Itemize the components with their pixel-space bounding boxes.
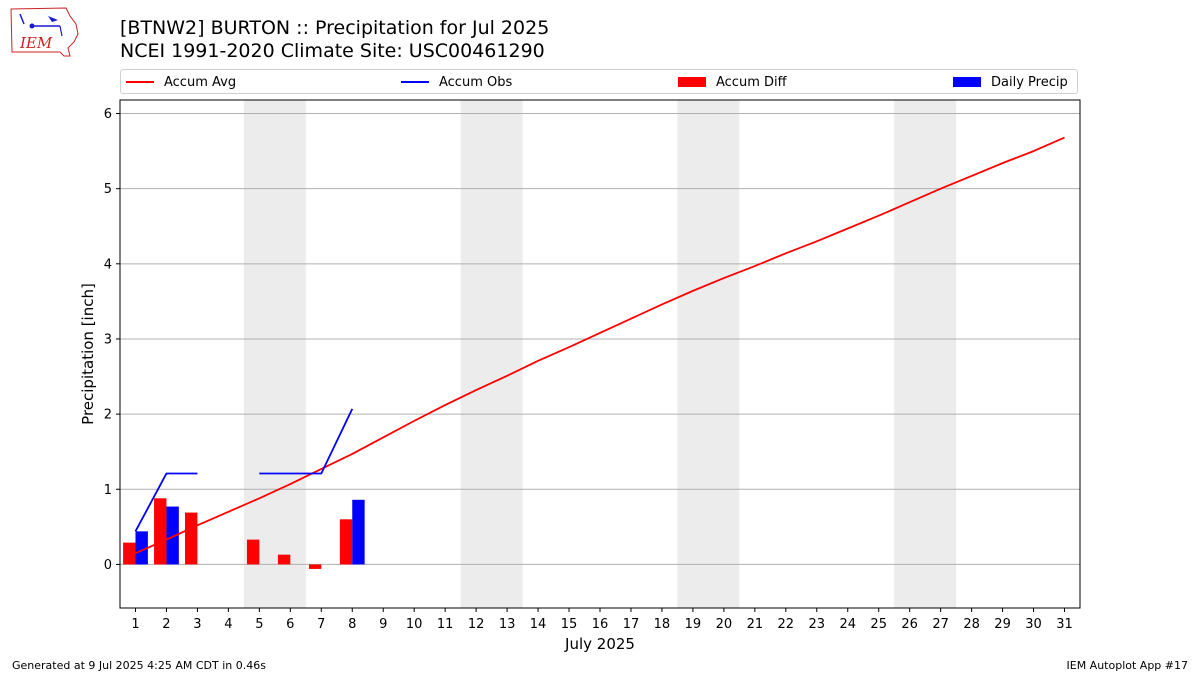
x-tick-label: 15 xyxy=(561,617,578,632)
x-tick-label: 29 xyxy=(994,617,1011,632)
accum-obs-line xyxy=(134,472,198,532)
iem-logo: IEM xyxy=(8,6,80,58)
x-tick-label: 6 xyxy=(286,617,294,632)
y-tick-label: 4 xyxy=(104,257,112,272)
x-tick-label: 9 xyxy=(379,617,387,632)
legend-label: Accum Avg xyxy=(164,74,237,90)
x-tick-label: 27 xyxy=(932,617,949,632)
x-tick-label: 20 xyxy=(716,617,733,632)
weekend-band xyxy=(243,100,306,608)
x-tick-label: 12 xyxy=(468,617,485,632)
legend-item-accum-diff: Accum Diff xyxy=(678,73,787,91)
x-tick-label: 11 xyxy=(437,617,454,632)
y-tick-label: 2 xyxy=(104,408,112,423)
x-tick-label: 30 xyxy=(1025,617,1042,632)
x-tick-label: 16 xyxy=(592,617,609,632)
logo-text: IEM xyxy=(19,34,53,52)
legend-item-accum-avg: Accum Avg xyxy=(126,73,236,91)
chart-subtitle: NCEI 1991-2020 Climate Site: USC00461290 xyxy=(120,40,545,62)
x-tick-label: 2 xyxy=(162,617,170,632)
x-tick-label: 19 xyxy=(685,617,702,632)
accum-diff-bar xyxy=(308,564,322,569)
chart-title: [BTNW2] BURTON :: Precipitation for Jul … xyxy=(120,17,550,39)
vane-icon xyxy=(19,13,25,25)
x-tick-label: 26 xyxy=(901,617,918,632)
windsock-icon xyxy=(48,16,58,22)
y-tick-label: 6 xyxy=(104,107,112,122)
legend-label: Accum Obs xyxy=(439,74,513,90)
x-tick-label: 24 xyxy=(839,617,856,632)
accum-diff-bar xyxy=(339,519,353,565)
iowa-outline-icon xyxy=(10,7,79,57)
x-tick-label: 3 xyxy=(193,617,201,632)
accum-diff-bar xyxy=(246,539,260,565)
x-tick-label: 8 xyxy=(348,617,356,632)
daily-precip-bar xyxy=(352,499,365,565)
accum-diff-bar xyxy=(185,512,198,565)
x-tick-label: 10 xyxy=(406,617,423,632)
y-tick-label: 3 xyxy=(104,332,112,347)
daily-precip-bar xyxy=(135,531,148,565)
x-axis-label: July 2025 xyxy=(564,635,635,653)
accum-obs-line xyxy=(259,408,354,475)
accum-diff-bar xyxy=(154,498,167,565)
x-tick-label: 21 xyxy=(747,617,764,632)
legend-label: Accum Diff xyxy=(716,74,787,90)
x-tick-label: 1 xyxy=(131,617,139,632)
y-tick-label: 1 xyxy=(104,483,112,498)
y-axis-label: Precipitation [inch] xyxy=(79,283,97,425)
y-tick-label: 0 xyxy=(104,558,112,573)
legend-line-blue xyxy=(401,81,429,83)
x-tick-label: 25 xyxy=(870,617,887,632)
generated-note: Generated at 9 Jul 2025 4:25 AM CDT in 0… xyxy=(12,659,266,672)
legend-line-red xyxy=(126,81,154,83)
x-tick-label: 31 xyxy=(1056,617,1073,632)
x-tick-label: 7 xyxy=(317,617,325,632)
x-tick-label: 4 xyxy=(224,617,232,632)
weekend-band xyxy=(460,100,523,608)
legend-item-daily-precip: Daily Precip xyxy=(953,73,1068,91)
legend-patch-blue xyxy=(953,77,981,87)
x-tick-label: 23 xyxy=(809,617,826,632)
legend-item-accum-obs: Accum Obs xyxy=(401,73,512,91)
accum-diff-bar xyxy=(277,554,291,565)
legend: Accum Avg Accum Obs Accum Diff Daily Pre… xyxy=(120,69,1078,94)
x-tick-label: 5 xyxy=(255,617,263,632)
x-tick-label: 14 xyxy=(530,617,547,632)
legend-label: Daily Precip xyxy=(991,74,1068,90)
x-tick-label: 13 xyxy=(499,617,516,632)
x-tick-label: 22 xyxy=(778,617,795,632)
daily-precip-bar xyxy=(166,506,179,565)
accum-diff-bar xyxy=(123,542,136,565)
iem-logo-graphic: IEM xyxy=(10,7,79,57)
x-tick-label: 17 xyxy=(623,617,640,632)
legend-patch-red xyxy=(678,77,706,87)
weekend-band xyxy=(677,100,740,608)
accum-avg-line xyxy=(135,136,1065,554)
x-tick-label: 28 xyxy=(963,617,980,632)
app-note: IEM Autoplot App #17 xyxy=(1066,659,1189,672)
mast-icon xyxy=(59,25,63,37)
x-tick-label: 18 xyxy=(654,617,671,632)
y-tick-label: 5 xyxy=(104,182,112,197)
weekend-band xyxy=(894,100,957,608)
